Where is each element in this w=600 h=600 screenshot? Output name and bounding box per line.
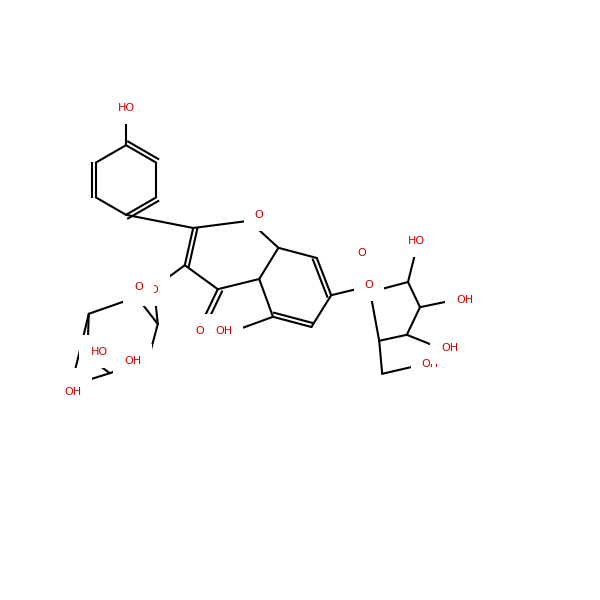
Text: HO: HO [91, 347, 107, 356]
Text: O: O [255, 210, 263, 220]
Text: O: O [358, 248, 366, 258]
Text: HO: HO [56, 379, 73, 389]
Text: O: O [150, 285, 158, 295]
Text: OH: OH [442, 343, 458, 353]
Text: OH: OH [422, 359, 439, 369]
Text: O: O [196, 326, 204, 336]
Text: HO: HO [118, 103, 134, 113]
Text: OH: OH [215, 326, 232, 335]
Text: OH: OH [457, 295, 473, 305]
Text: OH: OH [64, 387, 81, 397]
Text: O: O [134, 282, 143, 292]
Text: OH: OH [124, 356, 141, 365]
Text: HO: HO [408, 236, 425, 246]
Text: O: O [365, 280, 373, 290]
